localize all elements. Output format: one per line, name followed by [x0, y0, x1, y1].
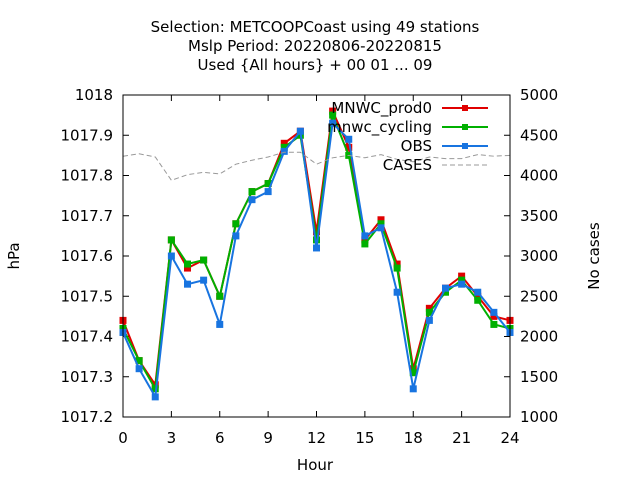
- y2-tick-label: 2000: [520, 328, 558, 346]
- data-point: [264, 188, 272, 196]
- y-axis-tick-labels: 1017.2 1017.3 1017.4 1017.5 1017.6 1017.7 1017…: [61, 86, 114, 426]
- x-tick-label: 18: [404, 429, 423, 447]
- data-point: [184, 280, 191, 288]
- data-point: [184, 260, 191, 268]
- data-point: [216, 320, 224, 328]
- x-tick-label: 6: [215, 429, 225, 447]
- data-point: [345, 135, 353, 143]
- legend-marker: [462, 105, 468, 111]
- legend-marker: [462, 143, 468, 149]
- x-tick-label: 24: [500, 429, 519, 447]
- data-point: [135, 365, 143, 373]
- y-axis-title: hPa: [5, 242, 23, 269]
- data-point: [329, 119, 337, 127]
- data-point: [280, 147, 288, 155]
- y-tick-label: 1017.2: [61, 408, 114, 426]
- y2-tick-label: 1500: [520, 368, 558, 386]
- x-tick-label: 21: [452, 429, 471, 447]
- series-mnwc-cycling: [119, 111, 514, 393]
- data-point: [248, 196, 256, 204]
- series-layer: [119, 107, 514, 401]
- title-line-3: Used {All hours} + 00 01 ... 09: [198, 56, 433, 74]
- y2-tick-label: 4000: [520, 167, 558, 185]
- data-point: [490, 308, 498, 316]
- data-point: [200, 256, 208, 264]
- data-point: [377, 224, 385, 232]
- data-point: [329, 111, 337, 119]
- x-tick-label: 0: [118, 429, 128, 447]
- x-tick-label: 9: [263, 429, 273, 447]
- y2-tick-label: 5000: [520, 86, 558, 104]
- series-line: [122, 121, 511, 401]
- data-point: [393, 288, 401, 296]
- data-point: [167, 252, 175, 260]
- x-axis-tick-labels: 0 3 6 9 12 15 18 21 24: [118, 429, 519, 447]
- x-axis-title: Hour: [297, 456, 334, 474]
- data-point: [216, 292, 224, 300]
- legend-label: OBS: [401, 137, 432, 155]
- data-point: [248, 188, 256, 196]
- y2-axis-title: No cases: [585, 222, 603, 290]
- data-point: [296, 127, 304, 135]
- y-tick-label: 1017.8: [61, 167, 114, 185]
- data-point: [442, 284, 449, 292]
- y2-tick-label: 4500: [520, 126, 558, 144]
- legend-label: MNWC_prod0: [331, 99, 432, 118]
- data-point: [458, 280, 466, 288]
- data-point: [232, 232, 240, 240]
- y-tick-label: 1017.4: [61, 328, 114, 346]
- data-point: [361, 232, 369, 240]
- legend-label: CASES: [383, 156, 432, 174]
- data-point: [313, 244, 320, 252]
- legend-label: mnwc_cycling: [327, 118, 432, 137]
- data-point: [200, 276, 208, 284]
- x-tick-label: 12: [307, 429, 326, 447]
- data-point: [490, 320, 498, 328]
- x-tick-label: 15: [355, 429, 374, 447]
- y2-tick-label: 3500: [520, 207, 558, 225]
- title-line-2: Mslp Period: 20220806-20220815: [188, 37, 442, 55]
- y2-axis-tick-labels: 1000 1500 2000 2500 3000 3500 4000 4500 5000: [520, 86, 558, 426]
- y2-tick-label: 3000: [520, 247, 558, 265]
- x-tick-label: 3: [167, 429, 177, 447]
- legend-marker: [462, 124, 468, 130]
- y2-tick-label: 2500: [520, 287, 558, 305]
- data-point: [151, 393, 159, 401]
- data-point: [474, 296, 482, 304]
- data-point: [232, 220, 240, 228]
- data-point: [361, 240, 369, 248]
- series-line: [122, 111, 511, 392]
- title-line-1: Selection: METCOOPCoast using 49 station…: [151, 18, 480, 36]
- plot-frame: [122, 94, 511, 418]
- y-tick-label: 1017.9: [61, 126, 114, 144]
- series-cases: [122, 151, 511, 181]
- series-line: [122, 151, 511, 181]
- data-point: [393, 264, 401, 272]
- data-point: [474, 288, 482, 296]
- y-tick-label: 1017.5: [61, 287, 114, 305]
- y-tick-label: 1017.7: [61, 207, 114, 225]
- y2-tick-label: 1000: [520, 408, 558, 426]
- y-tick-label: 1018: [75, 86, 113, 104]
- y-tick-label: 1017.3: [61, 368, 114, 386]
- chart-title: Selection: METCOOPCoast using 49 station…: [151, 18, 480, 74]
- series-obs: [119, 119, 514, 401]
- data-point: [167, 236, 175, 244]
- data-point: [409, 385, 417, 393]
- data-point: [425, 316, 433, 324]
- y-tick-label: 1017.6: [61, 247, 114, 265]
